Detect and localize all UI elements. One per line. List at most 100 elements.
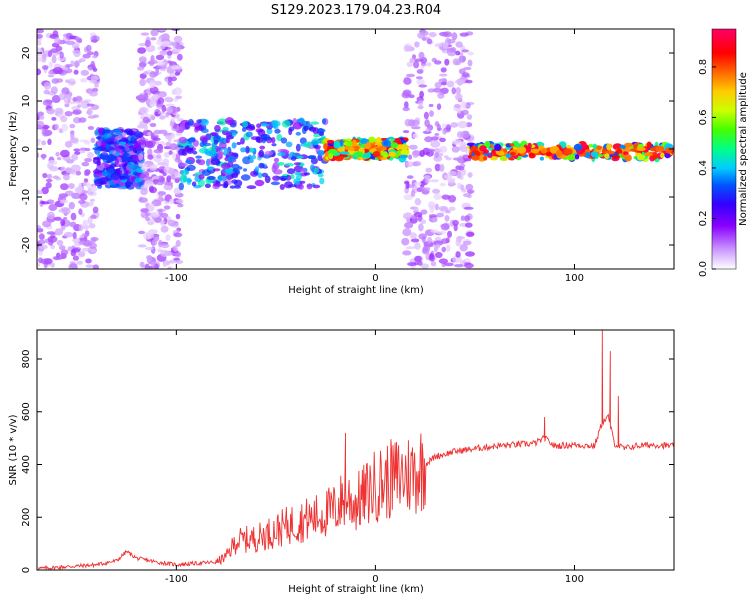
spectrogram-cell — [321, 118, 327, 125]
spectrogram-cell — [201, 169, 212, 177]
spectrogram-cell — [159, 220, 166, 224]
spectrogram-cell — [263, 133, 268, 142]
spectrogram-cell — [494, 143, 502, 151]
spectrogram-cell — [317, 149, 325, 156]
spectrogram-cell — [266, 127, 273, 135]
spectrogram-cell — [446, 80, 455, 88]
top-x-tick-label: -100 — [165, 273, 188, 284]
spectrogram-cell — [277, 152, 286, 157]
spectrogram-cell — [274, 128, 281, 134]
spectrogram-cell — [178, 162, 188, 167]
spectrogram-cell — [461, 109, 469, 116]
spectrogram-cell — [134, 178, 142, 183]
spectrogram-cell — [71, 192, 82, 199]
spectrogram-cell — [169, 198, 175, 204]
spectrogram-cell — [425, 148, 435, 153]
spectrogram-cell — [286, 168, 296, 175]
spectrogram-cell — [91, 237, 97, 243]
spectrogram-cell — [408, 154, 413, 160]
spectrogram-cell — [78, 240, 89, 246]
spectrogram-cell — [463, 240, 472, 245]
spectrogram-cell — [592, 143, 597, 150]
spectrogram-cell — [38, 244, 48, 250]
spectrogram-cell — [51, 117, 57, 121]
spectrogram-cell — [459, 32, 469, 37]
spectrogram-cell — [402, 106, 410, 112]
spectrogram-cell — [411, 119, 420, 127]
spectrogram-cell — [448, 206, 456, 212]
spectrogram-cell — [147, 148, 153, 157]
spectrogram-cell — [285, 141, 293, 148]
spectrogram-cell — [288, 126, 295, 132]
spectrogram-cell — [467, 172, 473, 178]
spectrogram-cell — [79, 234, 85, 239]
top-x-tick-label: 100 — [565, 273, 584, 284]
spectrogram-cell — [438, 205, 448, 212]
spectrogram-cell — [46, 173, 53, 180]
spectrogram-cell — [497, 151, 505, 156]
spectrogram-cell — [92, 264, 99, 269]
spectrogram-cell — [47, 138, 52, 145]
bottom-x-tick-label: -100 — [165, 574, 188, 585]
spectrogram-cell — [72, 110, 81, 115]
spectrogram-cell — [125, 181, 131, 189]
spectrogram-cell — [144, 246, 154, 251]
spectrogram-cell — [232, 167, 239, 174]
spectrogram-cell — [90, 60, 96, 69]
spectrogram-cell — [604, 153, 610, 160]
spectrogram-cell — [455, 41, 463, 48]
spectrogram-cell — [306, 183, 313, 190]
spectrogram-cell — [442, 42, 449, 49]
colorbar-tick-label: 0.2 — [698, 211, 709, 227]
spectrogram-cell — [236, 142, 242, 145]
top-y-tick-label: 20 — [21, 47, 32, 60]
spectrogram-cell — [148, 185, 154, 193]
spectrogram-cell — [186, 177, 192, 185]
spectrogram-cell — [38, 250, 43, 256]
spectrogram-cell — [197, 159, 206, 166]
chart-title: S129.2023.179.04.23.R04 — [271, 3, 441, 18]
spectrogram-cell — [82, 53, 91, 59]
spectrogram-cell — [149, 80, 156, 89]
spectrogram-cell — [175, 44, 183, 50]
top-y-axis-label: Frequency (Hz) — [8, 111, 19, 187]
spectrogram-cell — [242, 168, 248, 172]
spectrogram-cell — [414, 255, 422, 263]
spectrogram-cell — [54, 123, 59, 131]
spectrogram-cell — [293, 162, 301, 166]
spectrogram-cell — [306, 155, 317, 159]
spectrogram-cell — [401, 91, 410, 99]
spectrogram-cell — [43, 82, 52, 90]
spectrogram-cell — [439, 182, 446, 187]
spectrogram-cell — [166, 106, 174, 114]
spectrogram-cell — [47, 74, 55, 78]
spectrogram-cell — [272, 175, 281, 181]
spectrogram-cell — [512, 146, 518, 151]
spectrogram-cell — [167, 81, 173, 86]
spectrogram-cell — [240, 137, 245, 145]
spectrogram-cell — [42, 220, 52, 228]
spectrogram-cell — [408, 94, 415, 99]
spectrogram-cell — [344, 146, 351, 150]
spectrogram-cell — [440, 223, 450, 231]
spectrogram-cell — [351, 139, 357, 147]
spectrogram-cell — [130, 136, 136, 142]
spectrogram-cell — [417, 260, 423, 266]
spectrogram-cell — [173, 87, 183, 95]
spectrogram-cell — [636, 154, 646, 161]
spectrogram-cell — [212, 168, 221, 172]
spectrogram-cell — [50, 244, 55, 250]
spectrogram-cell — [660, 152, 665, 159]
spectrogram-cell — [60, 149, 70, 158]
spectrogram-cell — [455, 238, 462, 247]
spectrogram-cell — [415, 76, 423, 80]
spectrogram-cell — [214, 124, 221, 132]
spectrogram-cell — [319, 177, 325, 185]
spectrogram-cell — [400, 149, 410, 156]
spectrogram-cell — [458, 166, 465, 171]
spectrogram-cell — [210, 157, 220, 166]
bottom-y-tick-label: 800 — [21, 349, 32, 368]
spectrogram-cell — [160, 213, 168, 219]
spectrogram-cell — [414, 181, 422, 186]
spectrogram-cell — [143, 71, 149, 75]
